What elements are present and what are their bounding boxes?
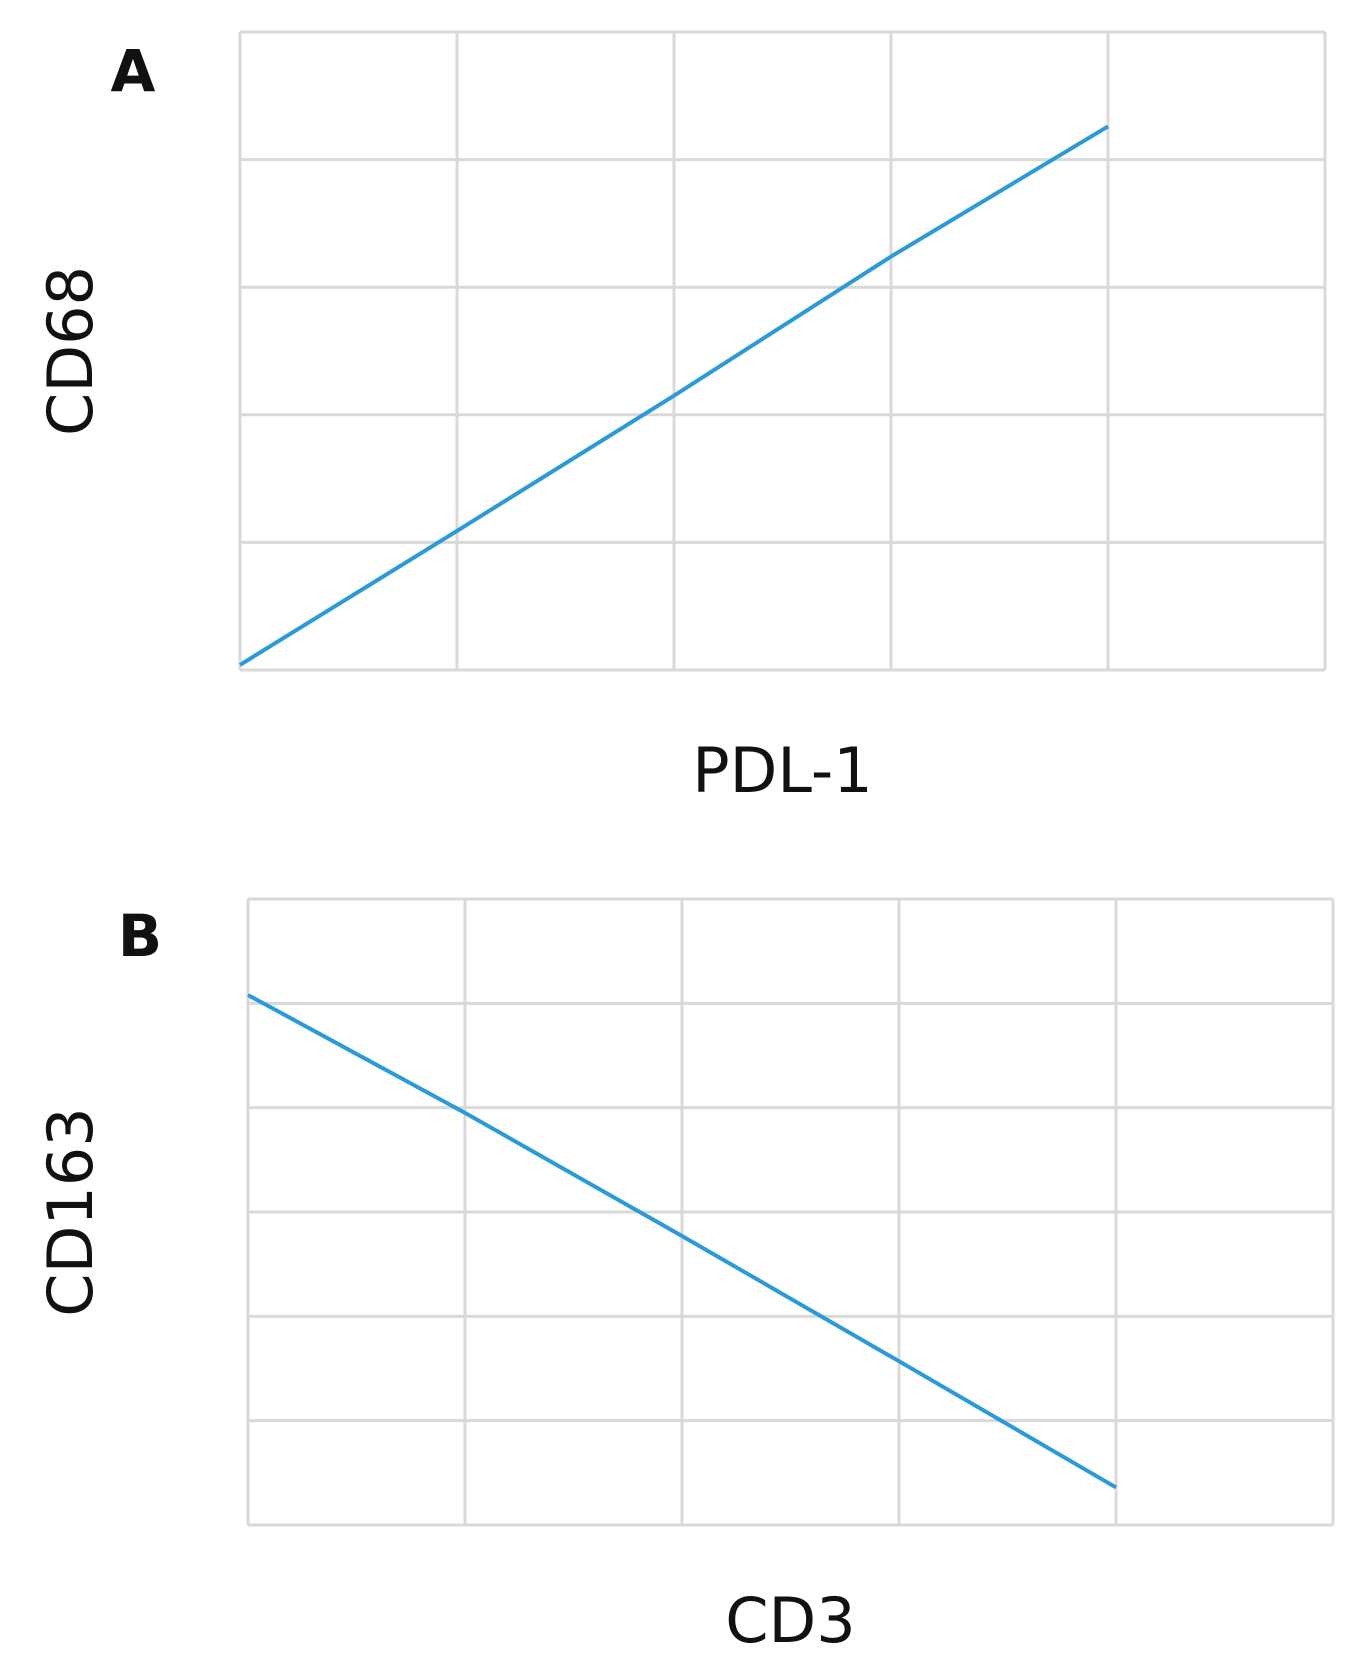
panel-label: A (111, 37, 156, 105)
x-axis-label: CD3 (725, 1584, 855, 1657)
x-axis-label: PDL-1 (692, 734, 872, 807)
data-line (247, 993, 1118, 1490)
data-line (238, 124, 1110, 667)
y-axis-label: CD68 (34, 266, 107, 436)
y-axis-label: CD163 (34, 1107, 107, 1316)
panel-label: B (118, 902, 162, 970)
